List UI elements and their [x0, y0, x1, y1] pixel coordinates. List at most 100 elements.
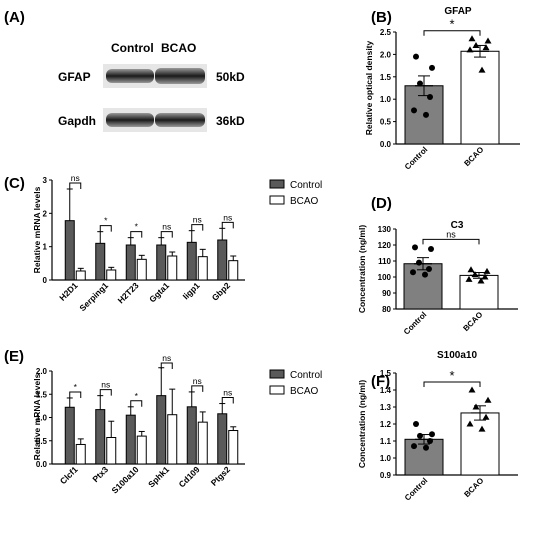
significance-bracket [221, 221, 234, 229]
data-point [481, 273, 489, 280]
y-tick-label: 120 [378, 241, 392, 250]
significance-label: ns [193, 215, 202, 225]
panel-d-chart: (D) 80 90 100 110 120 130 Concentration (ng/ml)… [357, 195, 518, 337]
bar-bcao-cd109 [197, 421, 208, 465]
significance-label: ns [101, 380, 110, 390]
significance-label: * [449, 368, 454, 383]
panel-label: (D) [371, 195, 392, 212]
data-point [471, 271, 479, 278]
bar-control-cd109 [186, 406, 197, 465]
data-point [483, 267, 491, 274]
y-tick-label: 1.0 [380, 454, 392, 463]
bar-bcao-serping1 [106, 269, 117, 281]
legend-label: Control [290, 180, 322, 191]
y-tick-label: 2.0 [36, 367, 48, 376]
panel-label: (E) [4, 348, 24, 365]
data-point [423, 444, 429, 451]
data-point [466, 420, 474, 427]
y-axis-label: Relative optical density [364, 40, 374, 135]
legend-swatch-control [269, 179, 285, 189]
data-point [417, 432, 423, 439]
legend-swatch-bcao [269, 195, 285, 205]
data-point [417, 80, 423, 87]
blot-band-gapdh-bcao [155, 113, 205, 127]
bar-bcao-iigp1 [197, 256, 208, 281]
bar-bcao-ptx3 [106, 436, 117, 465]
data-point [472, 403, 480, 410]
bar-bcao-h2d1 [75, 270, 86, 281]
data-point [416, 259, 422, 266]
category-label: Serping1 [77, 280, 110, 313]
blot-band-gapdh-control [106, 113, 154, 127]
significance-label: * [449, 17, 454, 32]
bar-bcao-clcf1 [75, 443, 86, 465]
panel-a-label: (A) [4, 9, 25, 26]
data-point [466, 46, 474, 53]
y-tick-label: 1.5 [380, 73, 392, 82]
category-label: BCAO [462, 145, 485, 168]
data-point [428, 246, 434, 252]
data-point [467, 266, 475, 273]
category-label: Gbp2 [210, 280, 233, 303]
data-point [477, 277, 485, 284]
data-point [478, 66, 486, 73]
significance-label: ns [162, 222, 171, 232]
data-point [484, 396, 492, 403]
y-tick-label: 1.3 [380, 403, 392, 412]
significance-bracket [99, 225, 112, 232]
bar-control-iigp1 [186, 241, 197, 281]
blot-band-gfap-bcao [155, 68, 205, 84]
data-point [465, 275, 473, 282]
legend-swatch-control [269, 369, 285, 379]
significance-label: ns [223, 212, 232, 222]
category-label: Clcf1 [58, 464, 80, 486]
legend-label: Control [290, 370, 322, 381]
y-tick-label: 3 [43, 176, 48, 185]
bar-bcao-gbp2 [228, 260, 239, 281]
y-tick-label: 1.2 [380, 420, 392, 429]
significance-label: ns [193, 376, 202, 386]
significance-bracket [191, 224, 204, 231]
significance-bracket [160, 231, 173, 238]
bar-control-sphk1 [156, 395, 167, 465]
y-tick-label: 2 [43, 209, 48, 218]
blot-band-gfap-control [106, 69, 154, 83]
category-label: Ggta1 [147, 280, 171, 304]
data-point [413, 53, 419, 60]
bar-control-h2d1 [64, 220, 75, 281]
bar-bcao [460, 50, 500, 145]
significance-label: * [135, 391, 139, 401]
y-tick-label: 90 [382, 289, 391, 298]
legend-label: BCAO [290, 196, 319, 207]
significance-label: ns [223, 388, 232, 398]
legend-label: BCAO [290, 386, 319, 397]
panel-label: (C) [4, 175, 25, 192]
chart-title: S100a10 [437, 350, 477, 361]
legend-swatch-bcao [269, 385, 285, 395]
category-label: Iigp1 [181, 280, 202, 301]
y-tick-label: 100 [378, 273, 392, 282]
blot-header-control: Control [111, 41, 154, 55]
panel-b-chart: (B) 0.0 0.5 1.0 1.5 2.0 2.5 Relative optical de… [364, 6, 520, 172]
significance-bracket [423, 381, 481, 387]
significance-bracket [130, 231, 143, 238]
data-point [426, 266, 432, 272]
category-label: H2T23 [116, 280, 141, 305]
category-label: Control [403, 145, 429, 171]
y-axis-label: Concentration (ng/ml) [357, 380, 367, 468]
category-label: Ptgs2 [209, 464, 233, 488]
data-point [410, 269, 416, 276]
bar-bcao [459, 274, 499, 310]
y-tick-label: 110 [378, 257, 391, 266]
y-axis-label: Concentration (ng/ml) [357, 225, 367, 313]
data-point [427, 438, 433, 444]
y-tick-label: 1.5 [380, 369, 392, 378]
data-point [423, 111, 429, 118]
blot-header-bcao: BCAO [161, 41, 196, 55]
y-tick-label: 1.4 [380, 386, 392, 395]
category-label: S100a10 [110, 464, 141, 495]
data-point [429, 431, 435, 438]
